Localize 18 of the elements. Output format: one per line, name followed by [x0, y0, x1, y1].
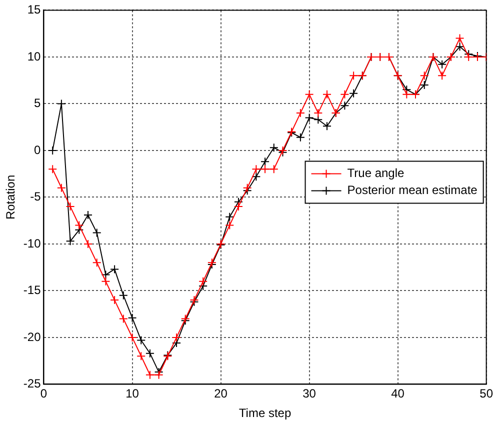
x-tick-label: 50 — [480, 386, 494, 401]
y-tick-label: -5 — [30, 190, 42, 204]
x-tick-label: 40 — [391, 386, 405, 401]
y-tick-label: -20 — [23, 330, 42, 344]
x-tick-label: 10 — [126, 386, 140, 401]
y-tick-label: 10 — [27, 49, 42, 64]
legend-label: True angle — [347, 166, 405, 180]
y-tick-label: 0 — [34, 142, 42, 157]
x-tick-label: 20 — [214, 386, 228, 401]
legend-label: Posterior mean estimate — [347, 183, 478, 198]
x-tick-label: 30 — [302, 386, 316, 401]
x-axis-title: Time step — [238, 406, 292, 420]
y-tick-label: -10 — [23, 236, 42, 250]
y-tick-label: 15 — [27, 2, 42, 17]
y-tick-label: -15 — [23, 283, 42, 298]
y-tick-label: 5 — [34, 96, 42, 110]
y-tick-label: -25 — [23, 376, 42, 391]
y-axis-title: Rotation — [4, 174, 18, 220]
